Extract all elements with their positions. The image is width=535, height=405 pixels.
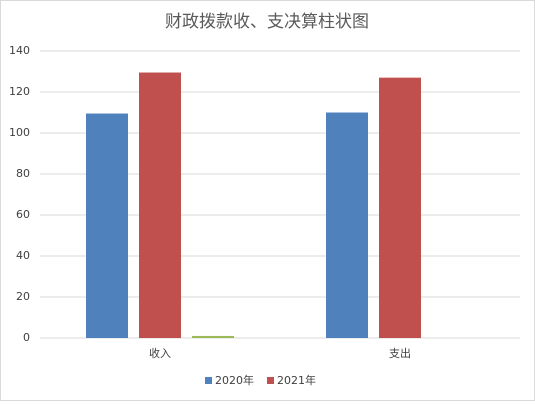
- x-tick-label: 收入: [149, 346, 171, 360]
- bar: [326, 112, 368, 338]
- y-tick-label: 60: [16, 208, 30, 221]
- legend-label: 2020年: [215, 373, 254, 387]
- chart-title: 财政拨款收、支决算柱状图: [165, 12, 369, 32]
- y-tick-label: 20: [16, 290, 30, 303]
- y-tick-label: 140: [9, 44, 30, 57]
- x-tick-label: 支出: [389, 346, 411, 360]
- bar: [86, 113, 128, 339]
- legend-swatch: [205, 377, 212, 384]
- y-tick-label: 40: [16, 249, 30, 262]
- y-tick-label: 80: [16, 167, 30, 180]
- bar: [139, 72, 181, 339]
- bar: [192, 335, 234, 338]
- bar: [379, 77, 421, 339]
- legend-swatch: [267, 377, 274, 384]
- y-tick-label: 120: [9, 85, 30, 98]
- y-tick-label: 0: [23, 331, 30, 344]
- legend-label: 2021年: [277, 373, 316, 387]
- y-tick-label: 100: [9, 126, 30, 139]
